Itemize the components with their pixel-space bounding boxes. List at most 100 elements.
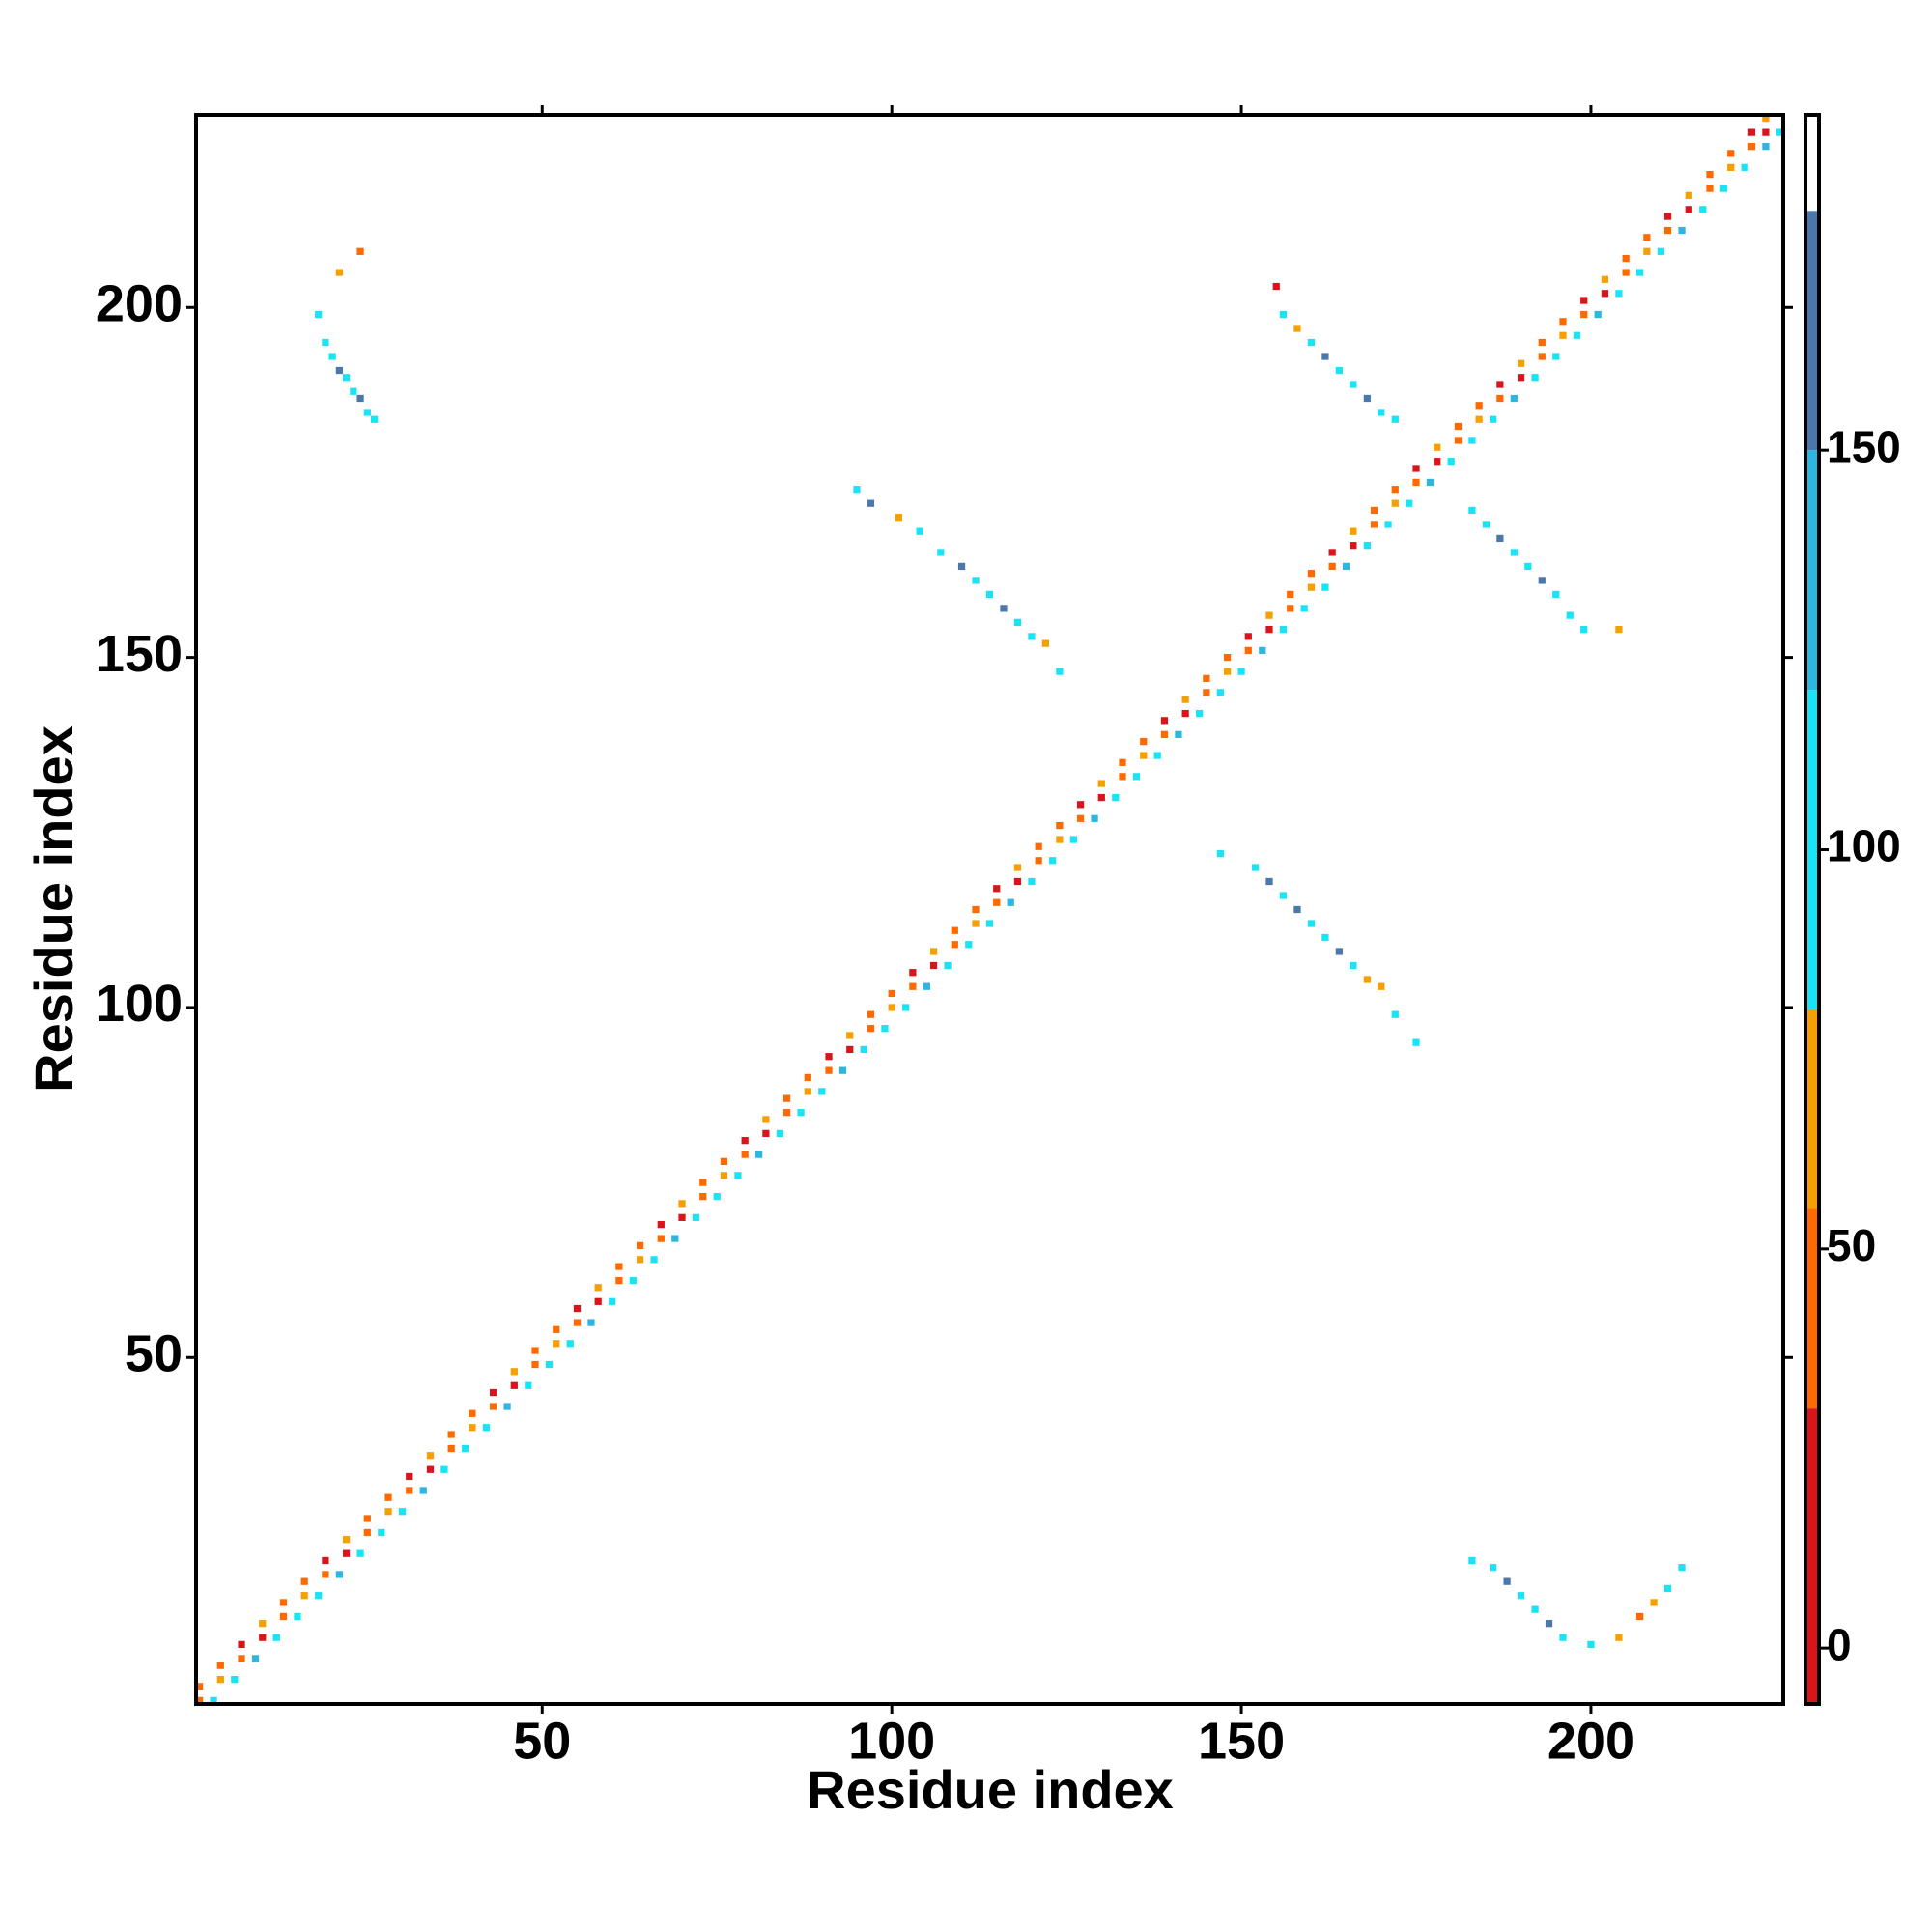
cell xyxy=(1762,128,1770,136)
cell xyxy=(1776,128,1783,136)
cell xyxy=(342,1549,351,1557)
cell xyxy=(804,1088,811,1095)
cell xyxy=(734,1172,742,1179)
cell xyxy=(1343,562,1350,571)
cell xyxy=(713,1192,721,1201)
cell xyxy=(957,562,966,571)
cell xyxy=(1251,864,1260,871)
cell xyxy=(1293,905,1301,914)
cell xyxy=(447,1444,455,1453)
cell xyxy=(510,1368,518,1376)
cell xyxy=(916,527,923,535)
cell xyxy=(1056,668,1064,675)
cell xyxy=(1132,773,1141,781)
cell xyxy=(1524,562,1532,571)
cell xyxy=(650,1256,658,1264)
cell xyxy=(972,905,980,914)
cell xyxy=(216,1676,224,1684)
cell xyxy=(1069,836,1077,843)
cell xyxy=(1140,737,1148,746)
cell xyxy=(363,1515,371,1522)
cell xyxy=(573,1304,582,1313)
cell xyxy=(1237,668,1245,675)
cell xyxy=(342,1536,351,1544)
cell xyxy=(1279,626,1288,634)
cell xyxy=(993,898,1001,906)
cell xyxy=(216,1662,224,1669)
cell xyxy=(1244,646,1252,654)
cell xyxy=(1028,633,1036,640)
cell xyxy=(1663,226,1672,235)
colorbar-segment xyxy=(1805,690,1819,1009)
cell xyxy=(818,1088,826,1095)
x-tick-label: 150 xyxy=(1198,1712,1285,1770)
cell xyxy=(1028,877,1036,886)
cell xyxy=(356,1549,364,1557)
cell xyxy=(1000,605,1008,612)
cell xyxy=(1663,1584,1672,1593)
cell xyxy=(335,366,343,375)
cell xyxy=(699,1179,707,1186)
x-tick-label: 50 xyxy=(513,1712,571,1770)
cell xyxy=(888,989,895,998)
cell xyxy=(1538,353,1546,360)
cell xyxy=(342,374,351,382)
cell xyxy=(825,1053,833,1061)
cell xyxy=(1727,163,1735,171)
cell xyxy=(1307,570,1316,578)
cell xyxy=(350,387,357,395)
cell xyxy=(419,1487,427,1494)
cell xyxy=(923,982,930,990)
cell xyxy=(335,269,343,276)
cell xyxy=(384,1508,392,1516)
colorbar-segment xyxy=(1805,450,1819,691)
cell xyxy=(1468,1556,1476,1565)
cell xyxy=(1601,290,1609,298)
cell xyxy=(1223,653,1232,662)
cell xyxy=(1412,465,1420,472)
cell xyxy=(238,1640,245,1649)
cell xyxy=(594,1284,602,1292)
y-tick-label: 100 xyxy=(96,975,183,1033)
cell xyxy=(1727,150,1735,157)
cell xyxy=(1328,549,1336,556)
cell xyxy=(615,1263,623,1270)
cell xyxy=(1076,814,1085,822)
cell xyxy=(251,1655,260,1662)
cell xyxy=(300,1592,308,1600)
cell xyxy=(1678,1564,1686,1572)
cell xyxy=(1643,247,1651,255)
cell xyxy=(566,1340,574,1348)
cell xyxy=(315,310,323,319)
cell xyxy=(1552,353,1560,360)
cell xyxy=(985,590,994,599)
cell xyxy=(944,961,952,970)
cell xyxy=(440,1465,448,1473)
cell xyxy=(1370,521,1378,528)
cell xyxy=(1545,1620,1553,1628)
cell xyxy=(782,1109,791,1117)
cell xyxy=(482,1424,490,1432)
cell xyxy=(609,1297,616,1305)
cell xyxy=(636,1256,644,1264)
cell xyxy=(1203,689,1210,696)
cell xyxy=(1601,275,1609,283)
colorbar-segment xyxy=(1805,1408,1819,1704)
cell xyxy=(1321,933,1329,942)
cell xyxy=(1041,639,1050,647)
cell xyxy=(1412,1038,1420,1046)
cell xyxy=(671,1235,679,1242)
x-tick-label: 200 xyxy=(1548,1712,1634,1770)
cell xyxy=(1706,185,1714,192)
cell xyxy=(196,1696,204,1704)
cell xyxy=(1287,590,1294,599)
cell xyxy=(259,1620,267,1628)
cell xyxy=(902,1004,910,1011)
colorbar-segment xyxy=(1805,1208,1819,1409)
cell xyxy=(1434,458,1441,466)
colorbar-segment xyxy=(1805,1009,1819,1209)
cell xyxy=(1244,633,1252,640)
cell xyxy=(1391,415,1399,423)
x-axis-label: Residue index xyxy=(807,1759,1174,1820)
cell xyxy=(1615,1634,1623,1641)
